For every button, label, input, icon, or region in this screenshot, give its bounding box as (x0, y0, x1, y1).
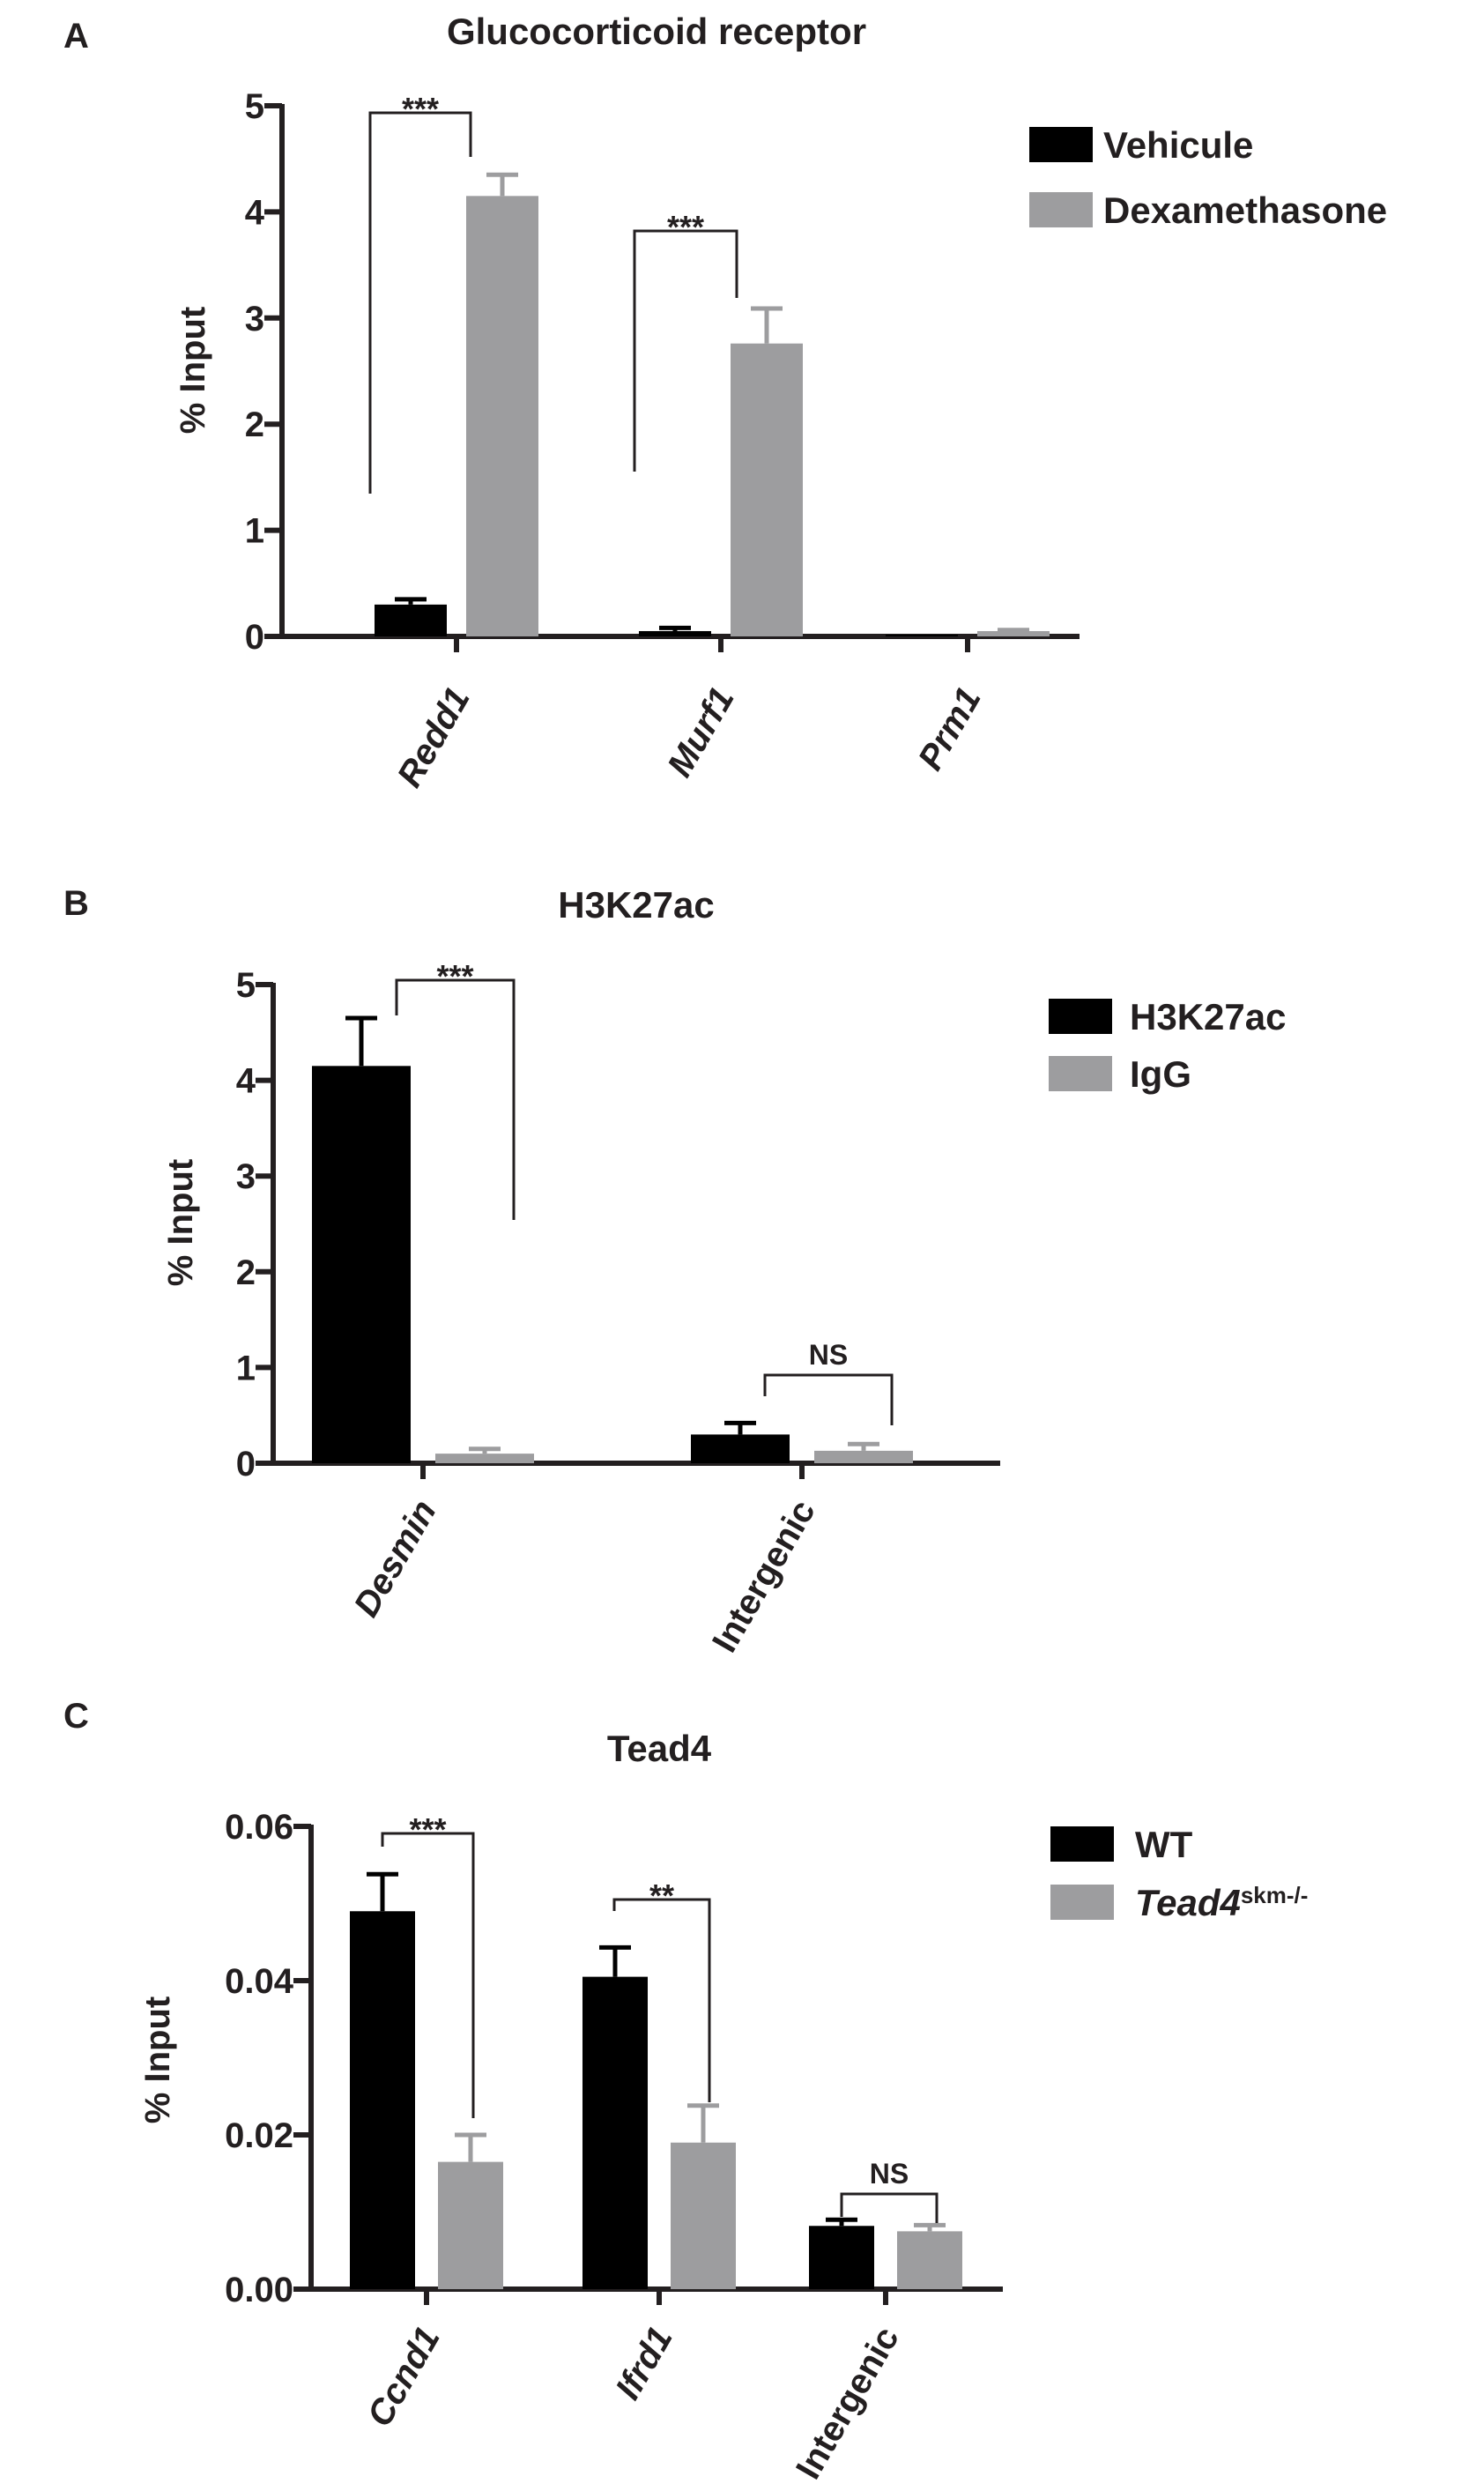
bar-igg-intergenic (814, 1450, 913, 1463)
x-category-label: Prm1 (911, 681, 989, 777)
bar-igg-desmin (435, 1454, 534, 1463)
legend-label-superscript: skm-/- (1241, 1882, 1309, 1908)
significance-bracket (612, 1898, 711, 2102)
y-tick-label: 0.02 (225, 2116, 293, 2155)
significance-bracket (368, 111, 472, 494)
y-tick-label: 0.04 (225, 1962, 294, 2001)
x-category-label: Intergenic (705, 1494, 823, 1660)
y-tick-label: 0 (245, 618, 264, 657)
legend-label-name: H3K27ac (1130, 996, 1286, 1037)
y-tick-label: 1 (236, 1349, 256, 1387)
legend-label: IgG (1130, 1053, 1191, 1095)
bar-wt-intergenic (809, 2226, 874, 2289)
legend-swatch (1029, 192, 1093, 227)
legend-label: Dexamethasone (1103, 190, 1387, 231)
y-tick-label: 0.06 (225, 1808, 293, 1847)
y-tick-label: 0.00 (225, 2271, 293, 2309)
legend-label-name: Tead4 (1135, 1882, 1241, 1923)
significance-label: NS (870, 2158, 909, 2190)
bar-tead4-ifrd1 (671, 2142, 736, 2289)
legend-label-name: WT (1135, 1824, 1193, 1865)
legend-swatch (1029, 127, 1093, 162)
y-axis-label: % Input (138, 1997, 177, 2123)
bar-vehicule-prm1 (886, 635, 958, 636)
bar-dexamethasone-prm1 (977, 630, 1050, 636)
bar-wt-ifrd1 (582, 1976, 648, 2289)
chart-panel-c: C Tead4 % Input 0.00 0.02 0.04 0.06 Ccnd1 Ifrd1 I… (63, 1697, 1308, 2486)
legend-label: WT (1135, 1824, 1193, 1865)
legend-swatch (1049, 1056, 1112, 1091)
legend-swatch (1050, 1826, 1114, 1862)
significance-bracket (395, 978, 516, 1220)
x-category-label: Desmin (346, 1494, 443, 1624)
y-tick-label: 2 (245, 405, 264, 444)
y-tick-label: 2 (236, 1253, 256, 1292)
legend-label-name: Dexamethasone (1103, 190, 1387, 231)
y-tick-label: 4 (236, 1062, 256, 1101)
bar-h3k27ac-desmin (312, 1066, 411, 1463)
bar-tead4-intergenic (897, 2231, 962, 2289)
significance-label: *** (409, 1811, 446, 1848)
y-tick-label: 4 (245, 193, 265, 232)
bar-dexamethasone-murf1 (731, 343, 803, 636)
x-category-label: Ifrd1 (608, 2321, 679, 2406)
y-tick-label: 1 (245, 512, 264, 551)
x-category-label: Ccnd1 (360, 2321, 448, 2434)
chart-title: Glucocorticoid receptor (447, 11, 866, 52)
x-category-label: Intergenic (789, 2321, 907, 2487)
legend-label-name: Vehicule (1103, 124, 1253, 166)
y-tick-label: 3 (245, 300, 264, 338)
chart-panel-b: B H3K27ac % Input 0 1 2 3 4 5 Desmin Intergenic ***… (63, 884, 1286, 1659)
y-axis-label: % Input (161, 1159, 200, 1286)
significance-bracket (633, 229, 738, 472)
bar-wt-ccnd1 (350, 1911, 415, 2289)
bar-vehicule-murf1 (639, 630, 711, 636)
x-category-label: Murf1 (660, 681, 742, 784)
significance-label: *** (402, 91, 439, 127)
legend-label: H3K27ac (1130, 996, 1286, 1037)
chart-title: H3K27ac (558, 884, 714, 926)
panel-letter: A (63, 17, 89, 56)
legend-label: Vehicule (1103, 124, 1253, 166)
significance-bracket (763, 1373, 894, 1425)
panel-letter: B (63, 884, 89, 923)
significance-label: *** (436, 958, 473, 994)
chart-panel-a: A Glucocorticoid receptor % Input 0 1 2 3 4 5 Red… (63, 11, 1387, 793)
significance-label: ** (649, 1878, 674, 1914)
y-tick-label: 5 (236, 966, 256, 1005)
x-category-label: Redd1 (390, 681, 478, 794)
y-axis-label: % Input (174, 307, 212, 434)
y-tick-label: 0 (236, 1445, 256, 1483)
significance-bracket (381, 1832, 475, 2118)
bar-dexamethasone-redd1 (466, 196, 538, 636)
y-tick-label: 3 (236, 1157, 256, 1196)
legend-swatch (1049, 999, 1112, 1034)
chart-title: Tead4 (607, 1728, 712, 1769)
bar-vehicule-redd1 (375, 604, 447, 636)
panel-letter: C (63, 1697, 89, 1736)
y-tick-label: 5 (245, 87, 264, 126)
significance-label: NS (809, 1339, 848, 1371)
legend-label: Tead4skm-/- (1135, 1882, 1308, 1923)
bar-h3k27ac-intergenic (691, 1434, 790, 1463)
bar-tead4-ccnd1 (438, 2161, 503, 2289)
legend-swatch (1050, 1885, 1114, 1920)
significance-bracket (840, 2192, 939, 2223)
legend-label-name: IgG (1130, 1053, 1191, 1095)
significance-label: *** (667, 209, 704, 245)
